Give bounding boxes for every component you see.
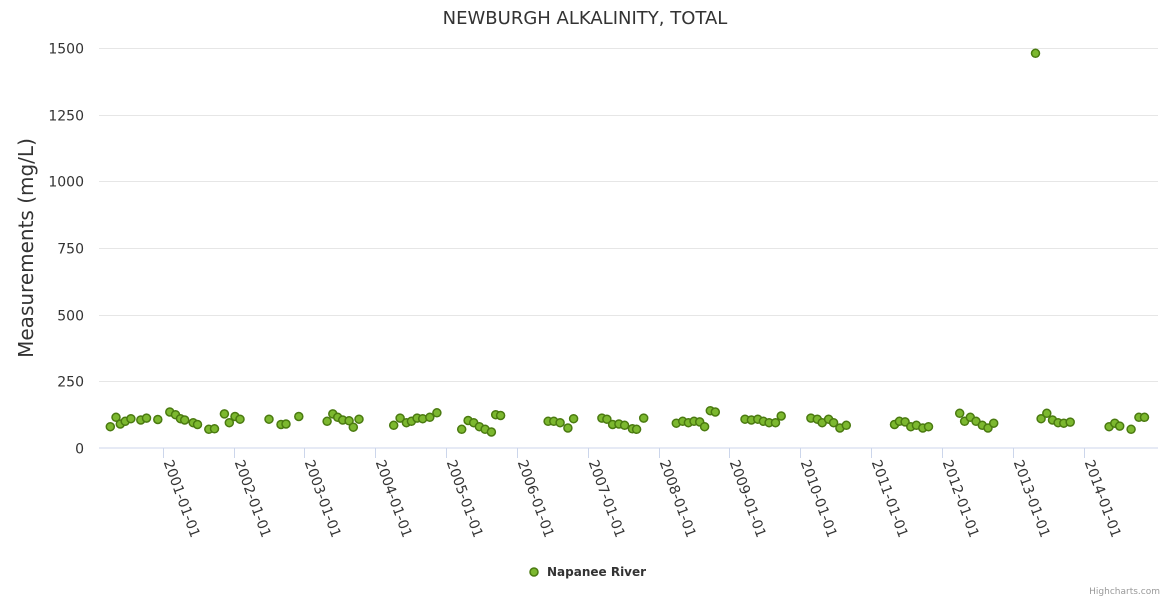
data-point[interactable] [281,419,291,429]
series-points [105,48,1150,437]
legend-item[interactable]: Napanee River [529,565,646,579]
data-point[interactable] [1036,413,1046,424]
data-point[interactable] [495,410,506,421]
data-point[interactable] [105,421,116,432]
data-point[interactable] [395,413,405,423]
y-axis-label: Measurements (mg/L) [14,138,38,358]
data-point[interactable] [456,424,467,435]
data-point[interactable] [1030,48,1041,59]
x-tick-label: 2005-01-01 [443,458,486,540]
data-point[interactable] [923,421,934,432]
data-point[interactable] [264,414,274,424]
x-tick-label: 2012-01-01 [939,458,982,540]
data-point[interactable] [354,414,364,424]
data-point[interactable] [219,409,230,419]
y-tick-label: 1250 [48,109,84,125]
y-tick-label: 750 [57,242,84,258]
y-tick-label: 1000 [48,175,84,191]
data-point[interactable] [235,414,245,424]
data-point[interactable] [602,414,612,424]
data-point[interactable] [1065,417,1075,427]
data-point[interactable] [619,420,630,431]
grid-lines [99,48,1158,382]
data-point[interactable] [344,416,354,426]
data-point[interactable] [192,419,203,430]
chart-title: NEWBURGH ALKALINITY, TOTAL [443,8,728,29]
data-point[interactable] [224,417,235,428]
y-axis-ticks: 0 250 500 750 1000 1250 1500 [48,42,84,458]
y-tick-label: 1500 [48,42,84,58]
data-point[interactable] [388,420,399,431]
x-tick-label: 2003-01-01 [301,458,344,540]
data-point[interactable] [1042,408,1052,419]
x-tick-label: 2013-01-01 [1010,458,1053,540]
data-point[interactable] [568,413,579,424]
data-point[interactable] [1114,421,1125,431]
data-point[interactable] [638,413,649,423]
x-tick-label: 2004-01-01 [372,458,415,540]
x-tick-label: 2011-01-01 [868,458,911,540]
x-tick-label: 2002-01-01 [231,458,274,540]
data-point[interactable] [209,424,220,434]
data-point[interactable] [153,414,163,425]
data-point[interactable] [179,415,190,425]
data-point[interactable] [322,416,332,427]
y-tick-label: 250 [57,375,84,391]
data-point[interactable] [126,413,136,424]
data-point[interactable] [710,407,721,417]
data-point[interactable] [1139,412,1150,423]
data-point[interactable] [828,417,839,428]
data-point[interactable] [111,412,121,423]
x-tick-label: 2007-01-01 [585,458,628,540]
data-point[interactable] [348,422,359,432]
data-point[interactable] [555,417,565,428]
x-tick-label: 2006-01-01 [514,458,557,540]
data-point[interactable] [954,408,965,419]
legend-marker [529,567,539,577]
data-point[interactable] [699,421,710,432]
x-tick-label: 2010-01-01 [797,458,840,540]
x-tick-label: 2014-01-01 [1081,458,1124,540]
data-point[interactable] [770,417,781,428]
data-point[interactable] [841,420,852,431]
y-tick-label: 500 [57,309,84,325]
y-tick-label: 0 [75,442,84,458]
x-tick-label: 2001-01-01 [160,458,203,540]
credits-link[interactable]: Highcharts.com [1089,587,1160,597]
data-point[interactable] [563,423,573,433]
data-point[interactable] [141,413,152,423]
data-point[interactable] [425,412,435,423]
x-tick-label: 2008-01-01 [656,458,699,540]
legend-label: Napanee River [547,565,646,579]
data-point[interactable] [776,411,786,421]
data-point[interactable] [432,408,442,418]
data-point[interactable] [988,418,999,428]
data-point[interactable] [1126,424,1136,435]
x-tick-label: 2009-01-01 [726,458,769,540]
data-point[interactable] [486,427,497,437]
data-point[interactable] [294,411,304,422]
data-point[interactable] [631,424,642,435]
x-axis-ticks: 2001-01-01 2002-01-01 2003-01-01 2004-01-01… [160,448,1124,540]
